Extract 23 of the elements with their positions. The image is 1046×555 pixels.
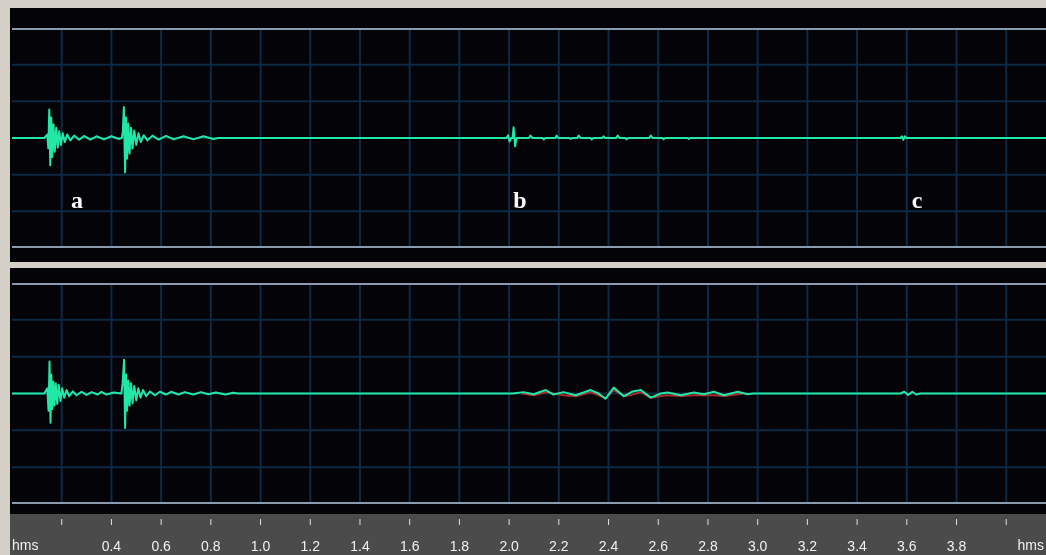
text: c bbox=[911, 187, 923, 213]
x-tick-label: 1.8 bbox=[449, 538, 470, 554]
x-tick-label: 3.2 bbox=[797, 538, 818, 554]
x-tick-label: 2.8 bbox=[698, 538, 718, 554]
x-axis-title: hms bbox=[12, 537, 39, 553]
x-tick-label: 1.4 bbox=[350, 538, 370, 554]
x-tick-label: 1.0 bbox=[250, 538, 271, 554]
x-tick-label: 3.0 bbox=[747, 538, 768, 554]
text: a bbox=[71, 187, 83, 213]
x-tick-label: 2.2 bbox=[549, 538, 569, 554]
x-tick-label: 0.6 bbox=[151, 538, 172, 554]
x-tick-label: 2.4 bbox=[598, 538, 619, 554]
text: hms bbox=[1017, 537, 1044, 553]
x-tick-label: 3.8 bbox=[946, 538, 967, 554]
x-tick-label: 3.6 bbox=[897, 538, 917, 554]
x-tick-label: 2.6 bbox=[648, 538, 669, 554]
text: b bbox=[513, 187, 527, 213]
x-tick-label: 0.8 bbox=[201, 538, 221, 554]
x-tick-label: 1.6 bbox=[399, 538, 420, 554]
x-tick-label: 1.2 bbox=[300, 538, 321, 554]
x-tick-label: 3.4 bbox=[847, 538, 868, 554]
x-tick-label: 0.4 bbox=[101, 538, 122, 554]
x-tick-label: 2.0 bbox=[499, 538, 520, 554]
